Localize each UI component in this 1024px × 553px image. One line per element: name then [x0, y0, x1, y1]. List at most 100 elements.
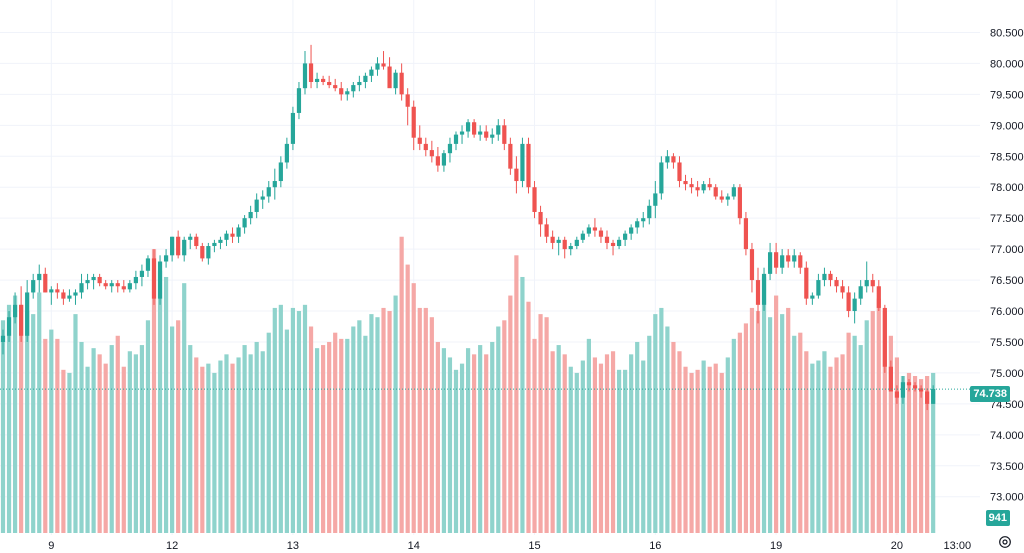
volume-bar	[405, 264, 410, 533]
volume-bar	[840, 354, 845, 533]
volume-bar	[484, 354, 489, 533]
candle-body	[327, 81, 332, 86]
volume-bar	[653, 314, 658, 533]
volume-bar	[695, 369, 700, 533]
candle-body	[67, 295, 72, 299]
volume-bar	[647, 335, 652, 533]
candle-body	[459, 131, 465, 135]
volume-bar	[761, 276, 767, 533]
candle-body	[882, 307, 887, 367]
y-tick-label: 75.000	[990, 368, 1024, 380]
y-tick-label: 73.000	[990, 492, 1024, 504]
candle-body	[248, 211, 253, 219]
volume-bar	[804, 351, 809, 533]
candle-body	[798, 255, 803, 268]
candle-body	[918, 388, 924, 392]
volume-bar	[139, 345, 145, 533]
volume-bar	[170, 326, 175, 533]
volume-bar	[266, 332, 271, 533]
gear-icon[interactable]	[998, 535, 1012, 549]
candle-body	[139, 270, 145, 277]
volume-bar	[115, 335, 120, 533]
volume-bar	[532, 338, 537, 533]
candle-body	[290, 112, 296, 144]
candle-body	[151, 258, 157, 299]
x-tick-label: 20	[891, 540, 903, 552]
volume-bar	[351, 326, 356, 533]
volume-bar	[308, 326, 314, 533]
time-axis[interactable]: 9 12 13 14 15 16 19 20 13:00	[48, 540, 971, 552]
candle-body	[49, 289, 54, 293]
candle-body	[91, 276, 96, 281]
volume-bar	[834, 357, 839, 533]
candle-body	[200, 246, 205, 259]
candle-body	[206, 246, 211, 259]
volume-bar	[659, 307, 664, 533]
volume-bar	[586, 338, 591, 533]
candle-body	[912, 385, 918, 389]
volume-bar	[0, 320, 6, 533]
volume-bar	[224, 354, 229, 533]
volume-bar	[852, 335, 857, 533]
candle-body	[435, 156, 440, 166]
candle-body	[405, 94, 410, 107]
volume-bar	[780, 314, 785, 533]
volume-bar	[900, 376, 906, 533]
candle-body	[43, 273, 48, 293]
volume-bar	[242, 345, 247, 533]
y-tick-label: 77.000	[990, 244, 1024, 256]
candle-body	[182, 239, 187, 256]
volume-bar	[472, 354, 477, 533]
candle-body	[188, 236, 193, 240]
y-tick-label: 77.500	[990, 213, 1024, 225]
y-tick-label: 75.500	[990, 337, 1024, 349]
volume-bar	[218, 360, 223, 533]
volume-bar	[12, 295, 18, 533]
volume-bar	[121, 366, 126, 533]
candle-body	[502, 125, 507, 144]
volume-bar	[689, 372, 694, 533]
volume-bar	[478, 345, 483, 533]
volume-bar	[369, 314, 374, 533]
candle-body	[266, 187, 271, 197]
candle-body	[786, 255, 791, 262]
x-tick-label: 12	[166, 540, 178, 552]
volume-bar	[314, 348, 320, 533]
volume-bar	[278, 304, 283, 533]
volume-bar	[55, 338, 60, 533]
volume-bar	[894, 357, 900, 533]
volume-bar	[79, 341, 84, 533]
candle-body	[121, 286, 126, 290]
candle-body	[176, 236, 181, 256]
volume-bar	[49, 329, 54, 533]
volume-bar	[43, 338, 48, 533]
candle-body	[864, 280, 869, 287]
candle-body	[900, 382, 906, 398]
candle-body	[345, 91, 350, 95]
candle-body	[641, 218, 646, 222]
candle-body	[85, 280, 90, 284]
volume-bar	[731, 338, 736, 533]
candle-body	[894, 391, 900, 398]
candle-body	[743, 218, 749, 250]
candle-body	[333, 85, 338, 89]
volume-bar	[321, 345, 326, 533]
candle-body	[296, 88, 302, 113]
price-candles	[0, 44, 936, 411]
volume-bar	[339, 338, 344, 533]
volume-bar	[182, 283, 187, 533]
volume-bar	[465, 348, 471, 533]
candle-body	[737, 187, 742, 219]
volume-bar	[912, 376, 918, 533]
candle-body	[447, 143, 453, 154]
volume-bar	[176, 320, 181, 533]
volume-bar	[459, 363, 465, 533]
volume-bar	[707, 366, 712, 533]
candle-body	[653, 193, 658, 206]
price-axis[interactable]: 73.00073.50074.00074.50075.00075.50076.0…	[990, 27, 1024, 503]
volume-bar	[327, 341, 332, 533]
volume-bar	[284, 329, 289, 533]
y-tick-label: 74.000	[990, 430, 1024, 442]
volume-bar	[230, 363, 235, 533]
